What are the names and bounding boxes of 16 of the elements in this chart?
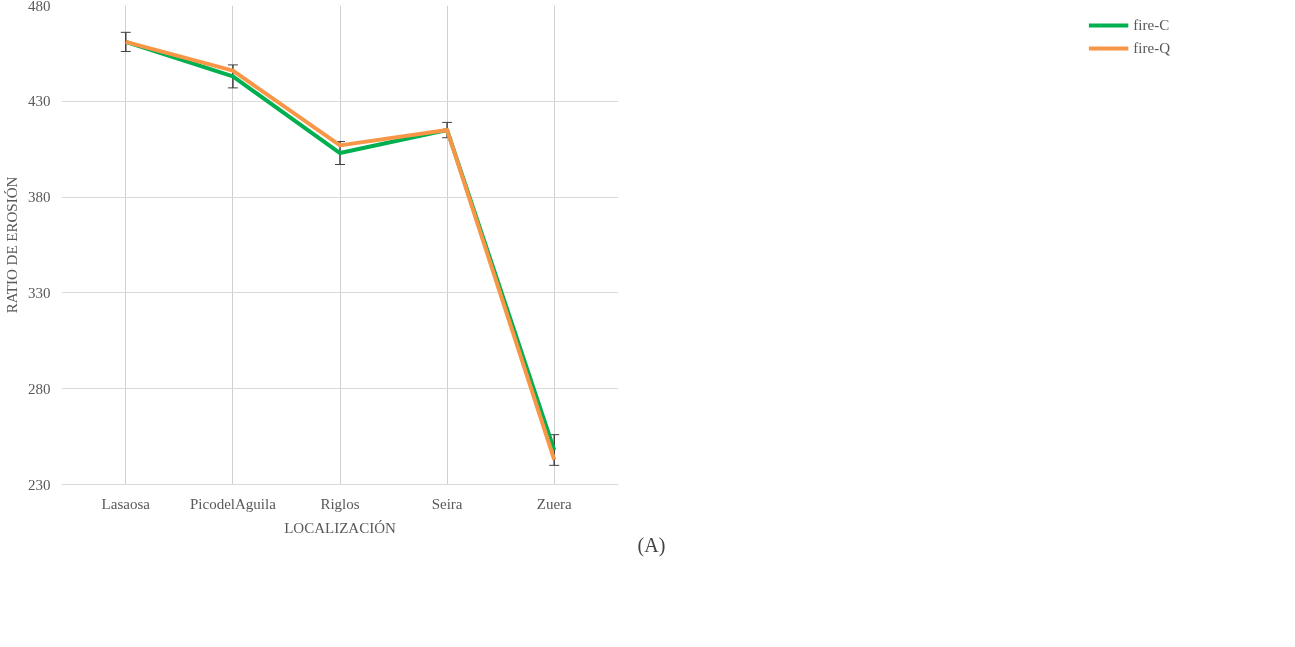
x-tick-label: Riglos <box>320 495 360 512</box>
x-tick-label: Seira <box>431 495 463 512</box>
y-tick-label: 430 <box>28 93 51 110</box>
y-tick-label: 330 <box>28 284 51 301</box>
x-tick-label: PicodelAguila <box>189 495 277 512</box>
x-tick-label: Zuera <box>536 495 573 512</box>
legend-label: fire-C <box>1133 16 1170 34</box>
text: (A) <box>637 533 666 557</box>
y-tick-label: 380 <box>28 189 51 206</box>
x-axis-title: LOCALIZACIÓN <box>284 519 396 536</box>
y-tick-label: 280 <box>28 380 51 397</box>
y-axis-title: RATIO DE EROSIÓN <box>4 176 20 314</box>
legend-label: fire-Q <box>1133 39 1170 57</box>
y-tick-label: 480 <box>28 0 51 14</box>
x-tick-label: Lasaosa <box>101 495 151 512</box>
y-tick-label: 230 <box>28 476 51 493</box>
